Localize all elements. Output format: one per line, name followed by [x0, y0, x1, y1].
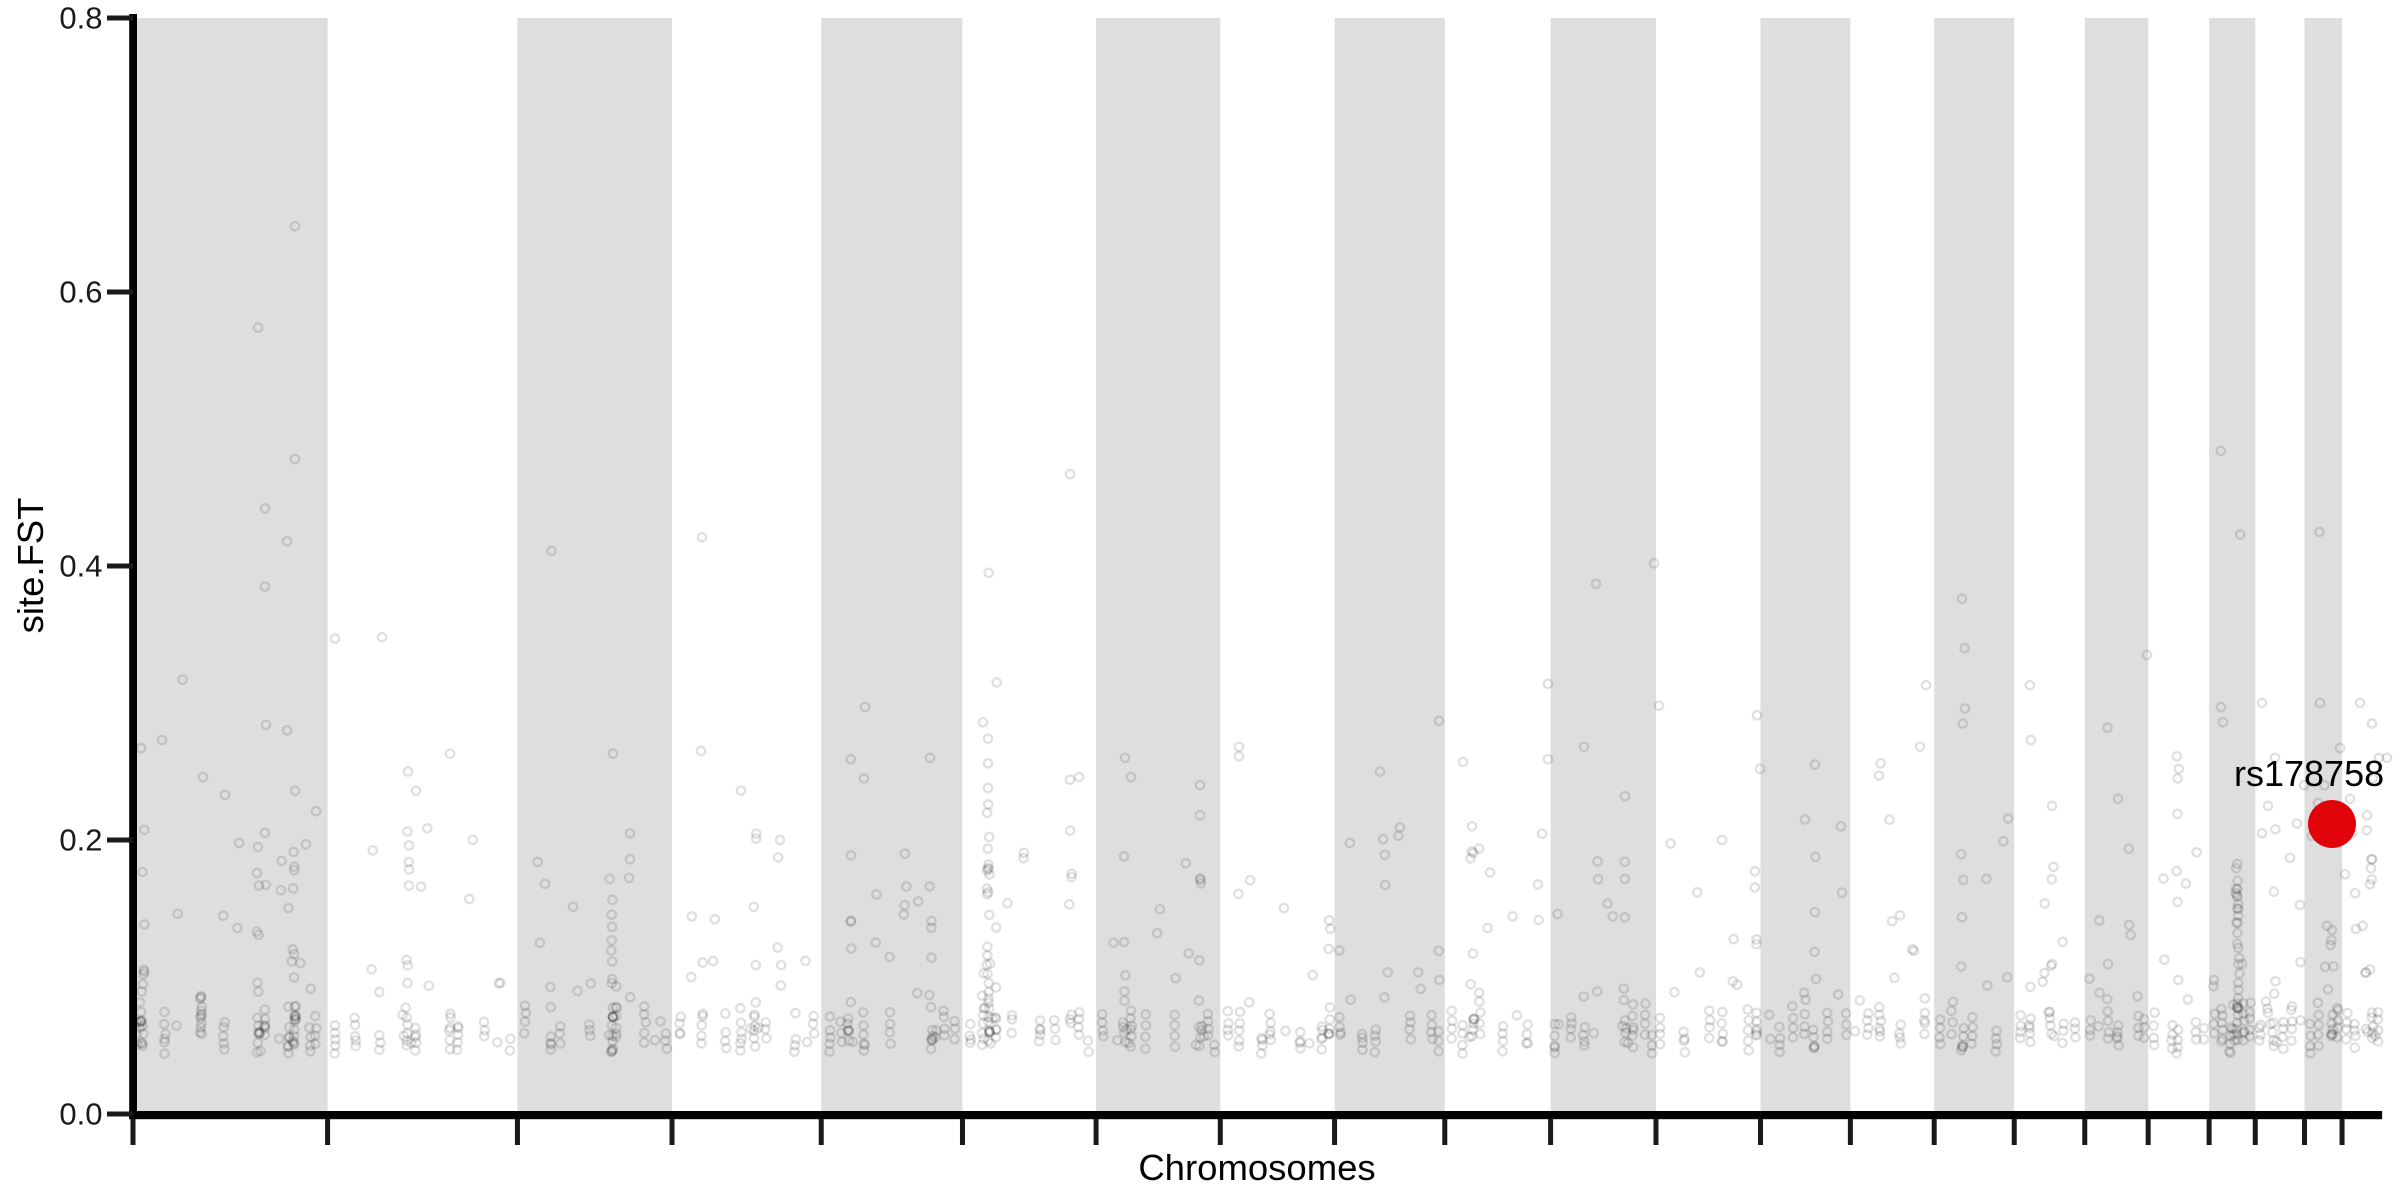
- svg-text:0.6: 0.6: [59, 275, 102, 310]
- svg-text:0.2: 0.2: [59, 823, 102, 858]
- svg-text:Chromosomes: Chromosomes: [1138, 1147, 1375, 1188]
- svg-text:0.4: 0.4: [59, 549, 102, 584]
- svg-text:site.FST: site.FST: [10, 498, 51, 634]
- svg-text:0.0: 0.0: [59, 1097, 102, 1132]
- svg-text:0.8: 0.8: [59, 1, 102, 36]
- svg-text:rs178758: rs178758: [2234, 753, 2384, 794]
